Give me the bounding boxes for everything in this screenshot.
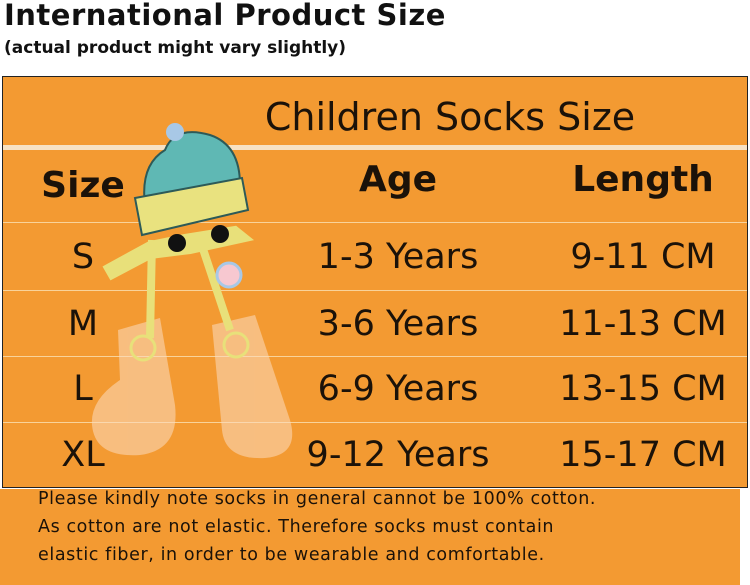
row-length: 9-11 CM [570, 237, 716, 277]
divider [3, 290, 747, 291]
notes-section: Please kindly note socks in general cann… [0, 489, 740, 585]
note-line: As cotton are not elastic. Therefore soc… [38, 517, 555, 537]
row-length: 11-13 CM [559, 304, 727, 344]
header-age: Age [358, 159, 438, 200]
row-age: 6-9 Years [317, 369, 479, 409]
row-size: M [67, 304, 99, 344]
page-title: International Product Size [4, 0, 446, 32]
divider [3, 145, 747, 150]
row-size: S [71, 237, 95, 277]
divider [3, 356, 747, 357]
note-line: elastic fiber, in order to be wearable a… [38, 545, 545, 565]
note-line: Please kindly note socks in general cann… [38, 489, 597, 509]
page-subtitle: (actual product might vary slightly) [4, 38, 347, 58]
table-title: Children Socks Size [264, 95, 636, 139]
divider [3, 222, 747, 223]
row-length: 15-17 CM [559, 435, 727, 475]
row-length: 13-15 CM [559, 369, 727, 409]
divider [3, 422, 747, 423]
row-size: L [73, 369, 93, 409]
size-table: Children Socks Size Size Age Length S 1-… [2, 76, 748, 488]
row-age: 9-12 Years [306, 435, 490, 475]
row-age: 1-3 Years [317, 237, 479, 277]
header-length: Length [572, 159, 714, 200]
row-size: XL [61, 435, 105, 475]
row-age: 3-6 Years [317, 304, 479, 344]
header-size: Size [41, 165, 125, 206]
